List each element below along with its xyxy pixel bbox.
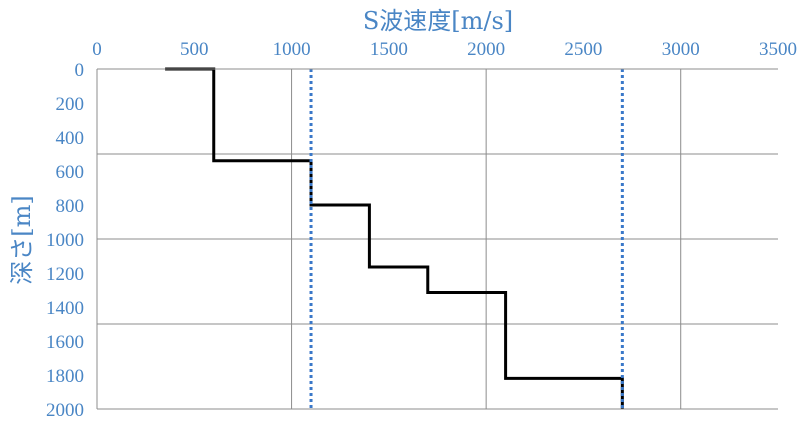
x-tick-label: 2500 (564, 39, 602, 60)
gridlines (97, 69, 778, 409)
x-tick-label: 1500 (370, 39, 408, 60)
x-tick-label: 3000 (662, 39, 700, 60)
x-tick-label: 2000 (467, 39, 505, 60)
x-axis-title: S波速度[m/s] (363, 7, 513, 35)
y-tick-label: 800 (56, 196, 85, 217)
y-tick-label: 2000 (46, 400, 84, 421)
y-tick-labels: 0 200 400 600 800 1000 1200 1400 1600 1800 2000 (46, 60, 84, 421)
y-tick-label: 1600 (46, 332, 84, 353)
y-tick-label: 0 (75, 60, 85, 81)
x-tick-label: 500 (180, 39, 209, 60)
y-tick-label: 400 (56, 128, 85, 149)
x-tick-labels: 0 500 1000 1500 2000 2500 3000 3500 (92, 39, 797, 60)
series-group (165, 67, 624, 409)
y-tick-label: 600 (56, 162, 85, 183)
y-tick-label: 1200 (46, 264, 84, 285)
y-tick-label: 1800 (46, 366, 84, 387)
y-tick-label: 200 (56, 94, 85, 115)
axes (96, 68, 778, 410)
y-tick-label: 1400 (46, 298, 84, 319)
x-tick-label: 3500 (759, 39, 797, 60)
y-axis-title: 深さ[m] (8, 195, 36, 284)
x-tick-label: 1000 (273, 39, 311, 60)
velocity-profile-line (165, 67, 624, 409)
x-tick-label: 0 (92, 39, 102, 60)
y-tick-label: 1000 (46, 230, 84, 251)
